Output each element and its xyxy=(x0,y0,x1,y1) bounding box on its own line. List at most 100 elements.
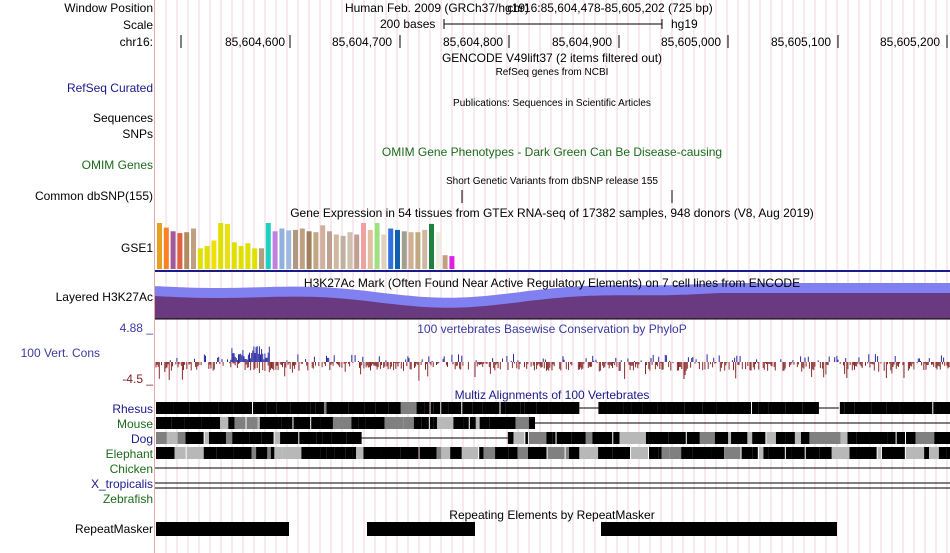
multiz-row-rhesus xyxy=(156,402,950,414)
ruler-tick-label: 85,605,000 xyxy=(661,35,722,49)
gtex-tissue-bar xyxy=(286,230,292,269)
base-gridlines xyxy=(165,0,948,553)
gtex-tissue-bar xyxy=(313,232,319,269)
label-vert-cons-min: -4.5 _ xyxy=(122,372,153,386)
label-gse1[interactable]: GSE1 xyxy=(120,241,153,255)
multiz-alignments xyxy=(155,402,950,489)
label-separator xyxy=(154,0,155,553)
gtex-tissue-bar xyxy=(184,232,190,269)
h3k27ac-track-title[interactable]: H3K27Ac Mark (Often Found Near Active Re… xyxy=(303,276,801,290)
gtex-tissue-bar xyxy=(306,231,312,269)
ruler-tick-label: 85,604,900 xyxy=(552,35,613,49)
ruler-tick-label: 85,605,200 xyxy=(880,35,941,49)
multiz-row-dog xyxy=(156,432,950,444)
label-mouse[interactable]: Mouse xyxy=(116,417,153,431)
gtex-tissue-bar xyxy=(225,223,230,269)
label-layered-h3k27ac[interactable]: Layered H3K27Ac xyxy=(55,290,153,304)
gtex-tissue-bar xyxy=(429,223,434,269)
gtex-tissue-bar xyxy=(204,246,210,269)
gtex-tissue-bar xyxy=(211,240,217,269)
gtex-tissue-bar xyxy=(333,234,339,269)
gtex-expression-bars xyxy=(157,223,455,269)
gtex-tissue-bar xyxy=(191,228,196,269)
gtex-tissue-bar xyxy=(374,223,380,269)
gtex-tissue-bar xyxy=(381,234,387,269)
label-elephant[interactable]: Elephant xyxy=(105,447,153,461)
gtex-tissue-bar xyxy=(272,231,278,269)
gtex-tissue-bar xyxy=(435,232,441,269)
ruler-tick-label: 85,604,800 xyxy=(443,35,504,49)
gtex-tissue-bar xyxy=(320,225,326,269)
phylop-signal xyxy=(155,346,950,381)
gtex-tissue-bar xyxy=(367,229,373,269)
label-x-tropicalis[interactable]: X_tropicalis xyxy=(90,477,153,491)
dbsnp-track-title[interactable]: Short Genetic Variants from dbSNP releas… xyxy=(446,176,658,187)
gtex-tissue-bar xyxy=(449,256,455,269)
track-label-column: Window Position Scale chr16: RefSeq Cura… xyxy=(0,0,153,553)
gtex-tissue-bar xyxy=(415,232,421,269)
ruler-tick-label: 85,605,100 xyxy=(771,35,832,49)
label-omim-genes[interactable]: OMIM Genes xyxy=(81,158,153,172)
gtex-tissue-bar xyxy=(422,229,428,269)
ruler-tick-label: 85,604,700 xyxy=(332,35,393,49)
label-chicken[interactable]: Chicken xyxy=(109,462,153,476)
label-window-position: Window Position xyxy=(64,1,153,15)
gtex-tissue-bar xyxy=(327,231,332,269)
multiz-row-mouse xyxy=(156,417,950,429)
gtex-tissue-bar xyxy=(293,229,298,269)
scale-bar xyxy=(443,19,663,29)
label-chromosome: chr16: xyxy=(119,35,153,49)
label-repeatmasker[interactable]: RepeatMasker xyxy=(74,522,153,536)
phylop-track-title[interactable]: 100 vertebrates Basewise Conservation by… xyxy=(417,322,687,336)
browser-graphic[interactable] xyxy=(155,0,950,553)
gtex-tissue-bar xyxy=(361,223,366,269)
h3k27ac-track xyxy=(155,270,950,320)
gtex-tissue-bar xyxy=(259,248,264,269)
label-vert-cons[interactable]: 100 Vert. Cons xyxy=(20,346,100,360)
gtex-tissue-bar xyxy=(408,232,414,269)
label-sequences[interactable]: Sequences xyxy=(92,111,153,125)
ruler-tick-label: 85,604,600 xyxy=(225,35,286,49)
multiz-row-elephant xyxy=(156,447,950,459)
gtex-tissue-bar xyxy=(340,235,346,269)
gtex-tissue-bar xyxy=(347,232,353,269)
gtex-tissue-bar xyxy=(218,223,224,269)
gtex-tissue-bar xyxy=(265,223,271,269)
label-rhesus[interactable]: Rhesus xyxy=(112,402,153,416)
label-snps[interactable]: SNPs xyxy=(122,127,153,141)
repeatmasker-features xyxy=(156,522,837,536)
publications-track-title[interactable]: Publications: Sequences in Scientific Ar… xyxy=(453,98,651,109)
label-zebrafish[interactable]: Zebrafish xyxy=(102,492,153,506)
refseq-track-title[interactable]: RefSeq genes from NCBI xyxy=(495,67,609,78)
gtex-tissue-bar xyxy=(401,231,407,269)
label-refseq-curated[interactable]: RefSeq Curated xyxy=(66,81,153,95)
repeatmasker-track-title[interactable]: Repeating Elements by RepeatMasker xyxy=(449,508,655,522)
label-scale: Scale xyxy=(122,18,153,32)
omim-track-title[interactable]: OMIM Gene Phenotypes - Dark Green Can Be… xyxy=(381,145,723,159)
dbsnp-features xyxy=(461,190,673,203)
gtex-tissue-bar xyxy=(388,228,394,269)
gtex-tissue-bar xyxy=(157,223,162,269)
gtex-tissue-bar xyxy=(231,242,237,269)
h3k27ac-dark-layer xyxy=(155,293,950,319)
db-label: hg19 xyxy=(671,17,698,31)
label-vert-cons-max: 4.88 _ xyxy=(119,321,153,335)
label-common-dbsnp[interactable]: Common dbSNP(155) xyxy=(34,189,153,203)
gencode-track-title[interactable]: GENCODE V49lift37 (2 items filtered out) xyxy=(441,51,663,65)
gtex-tissue-bar xyxy=(252,248,258,269)
label-dog[interactable]: Dog xyxy=(130,432,153,446)
gtex-tissue-bar xyxy=(442,255,448,269)
ruler-ticks xyxy=(180,35,948,48)
gtex-tissue-bar xyxy=(279,228,285,269)
track-area: Human Feb. 2009 (GRCh37/hg19) chr16:85,6… xyxy=(155,0,950,553)
multiz-track-title[interactable]: Multiz Alignments of 100 Vertebrates xyxy=(454,388,650,402)
gtex-tissue-bar xyxy=(299,228,305,269)
gtex-tissue-bar xyxy=(197,248,203,269)
gtex-track-title[interactable]: Gene Expression in 54 tissues from GTEx … xyxy=(290,206,814,220)
scale-bar-label: 200 bases xyxy=(380,17,436,31)
position-readout: chr16:85,604,478-85,605,202 (725 bp) xyxy=(507,1,713,15)
gtex-tissue-bar xyxy=(238,246,244,269)
gtex-tissue-bar xyxy=(163,227,169,269)
gtex-tissue-bar xyxy=(170,231,176,269)
gtex-tissue-bar xyxy=(245,243,251,269)
